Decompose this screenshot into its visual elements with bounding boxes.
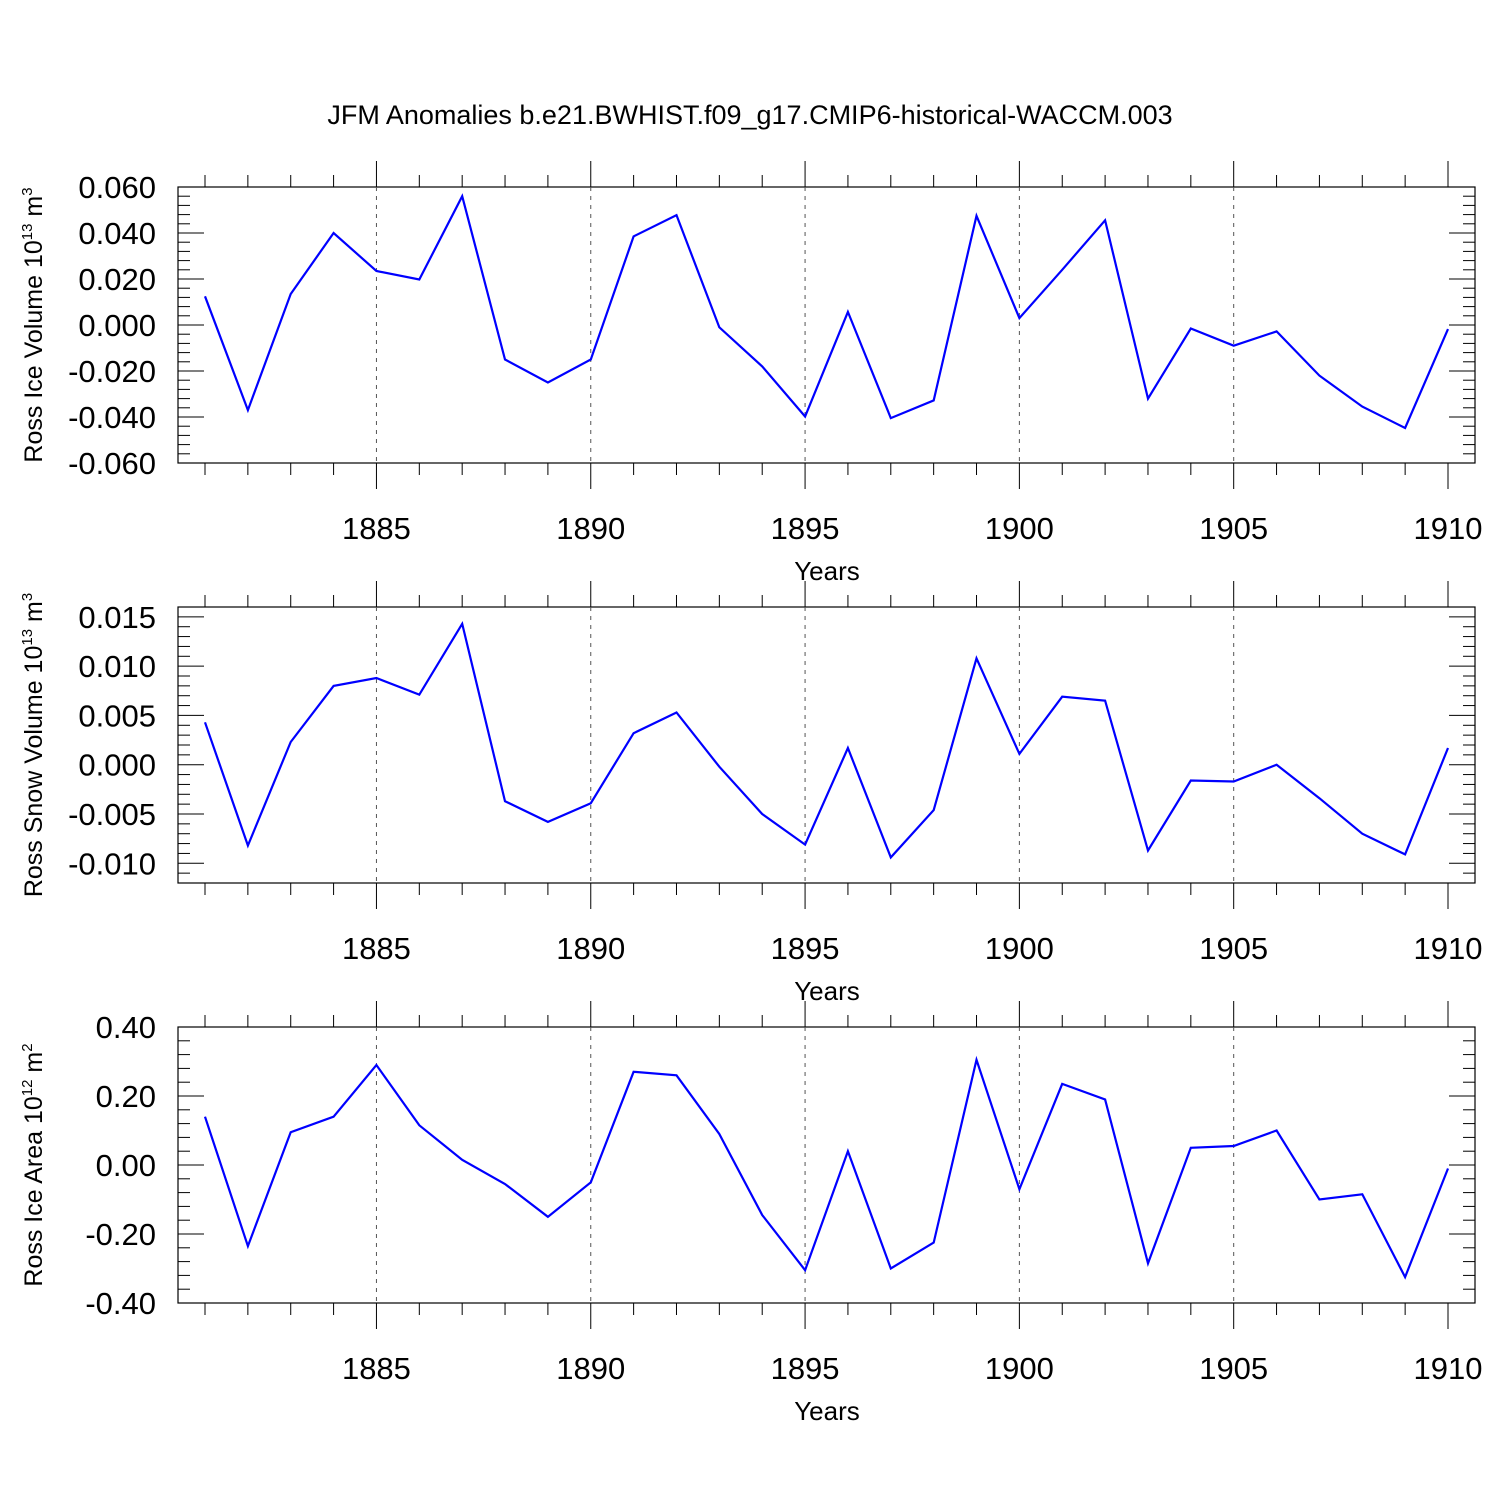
x-tick-label: 1910 — [1414, 931, 1483, 966]
x-axis-label: Years — [794, 976, 860, 1006]
x-tick-label: 1890 — [556, 1351, 625, 1386]
x-tick-label: 1900 — [985, 511, 1054, 546]
y-tick-label: 0.040 — [78, 216, 156, 251]
y-tick-label: 0.00 — [96, 1148, 156, 1183]
x-tick-label: 1890 — [556, 511, 625, 546]
y-tick-label: 0.40 — [96, 1010, 156, 1045]
plot-frame — [177, 186, 1476, 464]
y-tick-label: -0.010 — [68, 846, 156, 881]
y-tick-label: 0.000 — [78, 748, 156, 783]
y-tick-label: 0.015 — [78, 600, 156, 635]
y-tick-label: -0.20 — [85, 1217, 156, 1252]
y-axis-label: Ross Snow Volume 1013 m3 — [19, 593, 48, 897]
panel-2: -0.010 -0.005 0.000 0.005 0.010 0.015 1885 1890… — [19, 581, 1482, 1006]
y-tick-label: 0.005 — [78, 698, 156, 733]
y-tick-label: 0.20 — [96, 1079, 156, 1114]
x-tick-label: 1905 — [1199, 511, 1268, 546]
y-tick-label: 0.010 — [78, 649, 156, 684]
panel-1: -0.060 -0.040 -0.020 0.000 0.020 0.040 0.060 18… — [19, 161, 1482, 586]
panel-3: -0.40 -0.20 0.00 0.20 0.40 1885 1890 1895 1900 19… — [19, 1001, 1482, 1426]
x-tick-label: 1905 — [1199, 931, 1268, 966]
y-tick-label: -0.40 — [85, 1286, 156, 1321]
x-tick-label: 1900 — [985, 931, 1054, 966]
y-tick-label: 0.020 — [78, 262, 156, 297]
series-line — [203, 193, 1450, 430]
x-axis-label: Years — [794, 556, 860, 586]
chart-title: JFM Anomalies b.e21.BWHIST.f09_g17.CMIP6… — [327, 100, 1172, 130]
x-tick-label: 1910 — [1414, 1351, 1483, 1386]
x-tick-label: 1895 — [771, 1351, 840, 1386]
x-tick-label: 1910 — [1414, 511, 1483, 546]
y-tick-label: -0.005 — [68, 797, 156, 832]
x-tick-label: 1885 — [342, 931, 411, 966]
x-axis-label: Years — [794, 1396, 860, 1426]
y-axis-label: Ross Ice Volume 1013 m3 — [19, 187, 48, 462]
y-tick-label: -0.040 — [68, 400, 156, 435]
x-tick-label: 1905 — [1199, 1351, 1268, 1386]
series-line — [203, 620, 1450, 860]
y-tick-label: 0.060 — [78, 170, 156, 205]
series-line — [203, 1055, 1450, 1280]
x-tick-label: 1890 — [556, 931, 625, 966]
x-tick-label: 1895 — [771, 931, 840, 966]
y-tick-label: -0.020 — [68, 354, 156, 389]
y-tick-label: -0.060 — [68, 446, 156, 481]
y-tick-label: 0.000 — [78, 308, 156, 343]
plot-frame — [177, 606, 1476, 884]
x-tick-label: 1885 — [342, 511, 411, 546]
x-tick-label: 1900 — [985, 1351, 1054, 1386]
x-tick-label: 1895 — [771, 511, 840, 546]
y-axis-label: Ross Ice Area 1012 m2 — [19, 1043, 48, 1286]
x-tick-label: 1885 — [342, 1351, 411, 1386]
